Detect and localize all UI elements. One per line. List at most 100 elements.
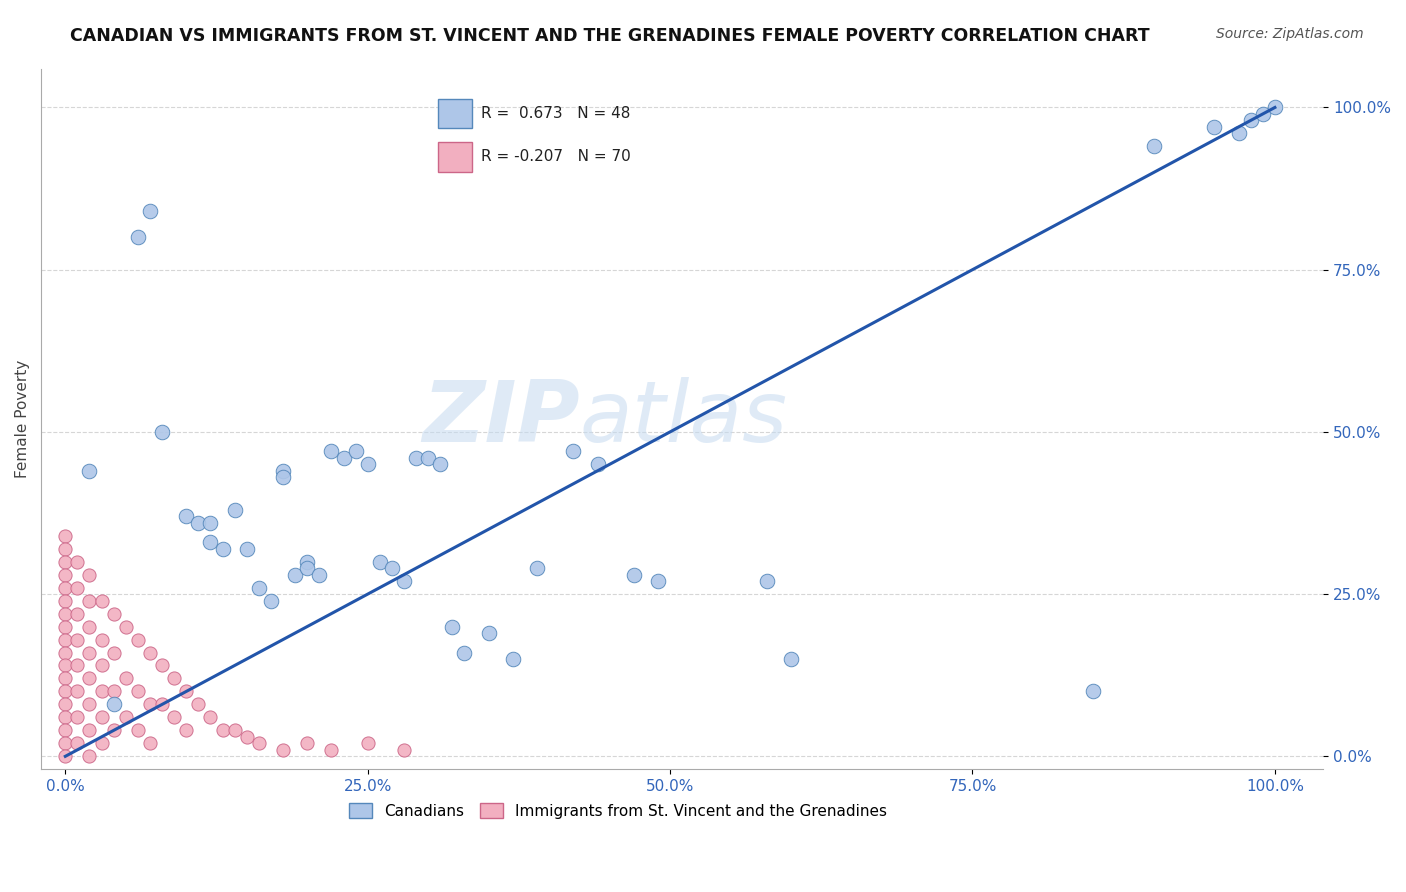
Point [103,723,125,738]
Point [1204,120,1226,134]
Point [381,561,404,575]
Point [53,658,76,673]
Point [66,632,89,647]
Point [357,736,380,750]
Point [297,736,319,750]
Point [308,567,330,582]
Point [79,619,101,633]
Point [1083,684,1105,698]
Point [103,607,125,621]
Point [1251,107,1274,121]
Point [66,710,89,724]
Point [53,698,76,712]
Point [53,749,76,764]
Point [562,444,585,458]
Point [127,723,149,738]
Point [53,581,76,595]
Point [502,652,524,666]
Point [1227,127,1250,141]
Point [1264,100,1286,114]
Point [344,444,367,458]
Point [79,698,101,712]
Point [90,684,112,698]
Point [405,450,427,465]
Point [526,561,548,575]
Point [235,730,257,744]
Text: atlas: atlas [579,377,787,460]
Point [187,516,209,530]
Point [53,723,76,738]
Point [235,541,257,556]
Point [368,555,391,569]
Point [66,736,89,750]
Point [297,561,319,575]
Point [163,710,186,724]
Y-axis label: Female Poverty: Female Poverty [15,359,30,478]
Point [647,574,669,588]
Point [79,672,101,686]
Point [90,736,112,750]
Point [90,593,112,607]
Point [260,593,283,607]
Point [79,723,101,738]
Point [66,658,89,673]
Point [139,698,162,712]
Point [79,567,101,582]
Point [53,607,76,621]
Point [114,710,136,724]
Text: CANADIAN VS IMMIGRANTS FROM ST. VINCENT AND THE GRENADINES FEMALE POVERTY CORREL: CANADIAN VS IMMIGRANTS FROM ST. VINCENT … [70,27,1150,45]
Point [418,450,440,465]
Point [224,723,246,738]
Point [114,672,136,686]
Point [79,646,101,660]
Point [79,593,101,607]
Point [53,567,76,582]
Point [139,646,162,660]
Point [247,736,270,750]
Point [211,541,233,556]
Point [90,710,112,724]
Point [114,619,136,633]
Point [127,684,149,698]
Point [53,736,76,750]
Point [623,567,645,582]
Point [392,743,415,757]
Point [53,632,76,647]
Point [284,567,307,582]
Legend: Canadians, Immigrants from St. Vincent and the Grenadines: Canadians, Immigrants from St. Vincent a… [343,797,893,825]
Point [103,698,125,712]
Point [271,470,294,484]
Point [139,204,162,219]
Point [66,581,89,595]
Point [150,698,173,712]
Point [392,574,415,588]
Point [139,736,162,750]
Point [53,529,76,543]
Point [53,593,76,607]
Point [200,535,222,549]
Point [586,458,609,472]
Point [247,581,270,595]
Point [780,652,803,666]
Point [90,632,112,647]
Point [755,574,778,588]
Point [53,541,76,556]
Point [66,684,89,698]
Point [90,658,112,673]
Point [53,710,76,724]
Point [357,458,380,472]
Point [150,658,173,673]
Point [79,464,101,478]
Point [200,710,222,724]
Point [271,743,294,757]
Point [103,684,125,698]
Point [441,619,464,633]
Point [53,646,76,660]
Point [478,626,501,640]
Point [211,723,233,738]
Point [150,425,173,439]
Point [103,646,125,660]
Point [79,749,101,764]
Point [321,444,343,458]
Point [200,516,222,530]
